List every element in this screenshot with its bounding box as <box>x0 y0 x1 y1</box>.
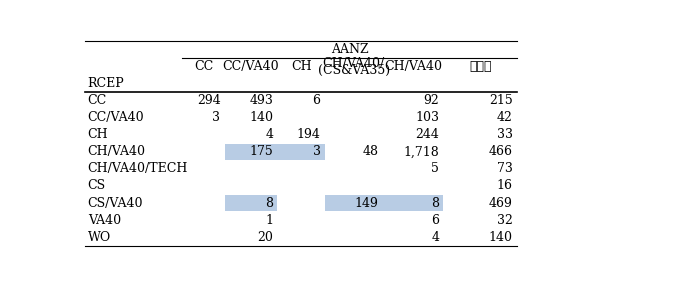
Text: 73: 73 <box>497 162 513 175</box>
Text: 20: 20 <box>257 231 273 244</box>
Text: 466: 466 <box>489 145 513 158</box>
Text: CH/VA40/TECH: CH/VA40/TECH <box>88 162 188 175</box>
Text: 244: 244 <box>415 128 439 141</box>
Text: 4: 4 <box>431 231 439 244</box>
Text: 1: 1 <box>265 214 273 227</box>
Bar <box>383 195 443 211</box>
Text: 103: 103 <box>415 111 439 124</box>
Text: 32: 32 <box>497 214 513 227</box>
Text: CH/VA40: CH/VA40 <box>384 60 442 73</box>
Text: 5: 5 <box>431 162 439 175</box>
Text: CC/VA40: CC/VA40 <box>222 60 279 73</box>
Text: 8: 8 <box>431 196 439 210</box>
Text: 3: 3 <box>212 111 220 124</box>
Text: 215: 215 <box>489 94 513 107</box>
Text: 42: 42 <box>497 111 513 124</box>
Text: CS/VA40: CS/VA40 <box>88 196 143 210</box>
Bar <box>325 195 383 211</box>
Text: CH/VA40: CH/VA40 <box>88 145 146 158</box>
Text: CC/VA40: CC/VA40 <box>88 111 144 124</box>
Text: その他: その他 <box>469 60 492 73</box>
Text: 33: 33 <box>497 128 513 141</box>
Text: CH: CH <box>291 60 311 73</box>
Text: 140: 140 <box>489 231 513 244</box>
Bar <box>224 195 277 211</box>
Text: 149: 149 <box>355 196 379 210</box>
Text: (CS&VA35): (CS&VA35) <box>318 64 390 77</box>
Bar <box>224 144 277 160</box>
Text: 175: 175 <box>250 145 273 158</box>
Text: 140: 140 <box>249 111 273 124</box>
Bar <box>277 144 325 160</box>
Text: CC: CC <box>194 60 214 73</box>
Text: 6: 6 <box>431 214 439 227</box>
Text: 92: 92 <box>424 94 439 107</box>
Text: CC: CC <box>88 94 107 107</box>
Text: 3: 3 <box>313 145 320 158</box>
Text: 8: 8 <box>265 196 273 210</box>
Text: 493: 493 <box>250 94 273 107</box>
Text: CS: CS <box>88 180 106 192</box>
Text: 48: 48 <box>362 145 379 158</box>
Text: CH: CH <box>88 128 108 141</box>
Text: 16: 16 <box>497 180 513 192</box>
Text: AANZ: AANZ <box>331 43 369 56</box>
Text: 6: 6 <box>313 94 320 107</box>
Text: 294: 294 <box>197 94 220 107</box>
Text: 1,718: 1,718 <box>403 145 439 158</box>
Text: RCEP: RCEP <box>88 77 124 90</box>
Text: CH/VA40/: CH/VA40/ <box>322 57 385 69</box>
Text: 469: 469 <box>489 196 513 210</box>
Text: WO: WO <box>88 231 111 244</box>
Text: VA40: VA40 <box>88 214 121 227</box>
Text: 4: 4 <box>265 128 273 141</box>
Text: 194: 194 <box>296 128 320 141</box>
